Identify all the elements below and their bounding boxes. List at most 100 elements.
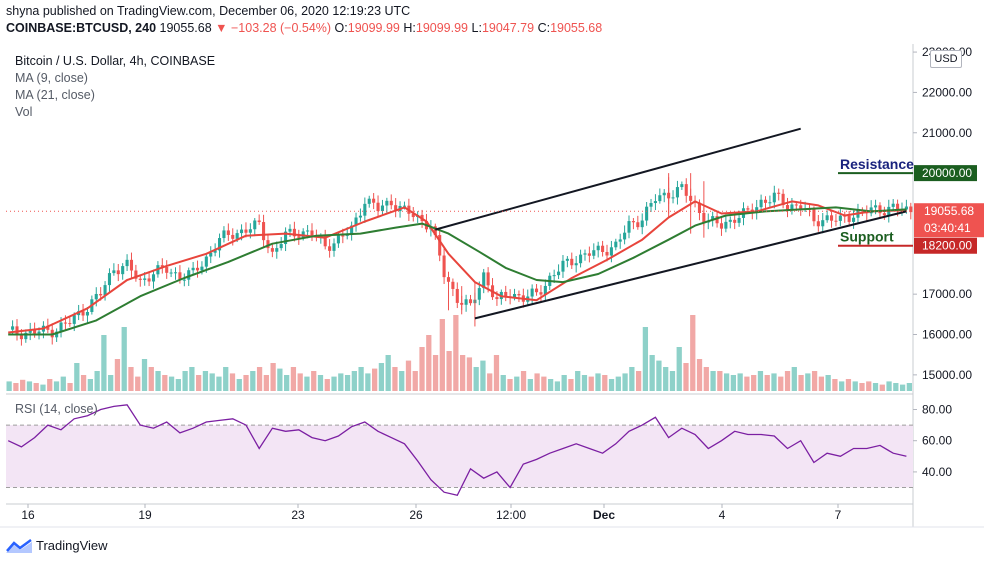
lower-channel-line bbox=[474, 210, 907, 320]
close-label: C: bbox=[537, 21, 551, 35]
support-label: Support bbox=[840, 229, 894, 245]
brand-name: TradingView bbox=[36, 538, 108, 553]
candle-body bbox=[279, 244, 283, 249]
candle-body bbox=[288, 228, 292, 232]
candle-body bbox=[821, 220, 825, 227]
volume-bar bbox=[608, 379, 615, 391]
candle-body bbox=[583, 253, 587, 255]
candle-body bbox=[455, 288, 459, 303]
legend-ma9: MA (9, close) bbox=[15, 71, 88, 85]
volume-bar bbox=[141, 359, 148, 391]
time-tick-label: 4 bbox=[719, 508, 726, 522]
price-tick-label: 15000.00 bbox=[922, 368, 972, 382]
volume-bar bbox=[879, 384, 885, 391]
candle-body bbox=[565, 258, 569, 261]
candle-body bbox=[869, 207, 873, 214]
volume-bar bbox=[13, 383, 19, 391]
candle-body bbox=[411, 213, 415, 218]
last-price-badge bbox=[914, 203, 984, 238]
candle-body bbox=[882, 213, 886, 216]
candle-body bbox=[609, 247, 613, 256]
candle-body bbox=[834, 220, 838, 222]
last-price: 19055.68 bbox=[159, 21, 212, 35]
support-price-badge bbox=[914, 237, 977, 254]
published-line: shyna published on TradingView.com, Dece… bbox=[6, 4, 411, 18]
candle-body bbox=[354, 217, 358, 226]
volume-bar bbox=[784, 371, 791, 391]
volume-bar bbox=[331, 376, 337, 391]
volume-bar bbox=[297, 373, 303, 391]
volume-bar bbox=[493, 355, 500, 391]
candle-body bbox=[336, 235, 340, 244]
candle-body bbox=[138, 278, 142, 280]
candle-body bbox=[218, 238, 222, 251]
volume-bar bbox=[426, 335, 432, 391]
candle-body bbox=[231, 234, 235, 239]
candle-body bbox=[587, 253, 591, 256]
volume-bar bbox=[839, 381, 845, 391]
high-label: H: bbox=[403, 21, 416, 35]
volume-bar bbox=[33, 383, 39, 391]
volume-bar bbox=[575, 371, 581, 391]
volume-bar bbox=[53, 381, 60, 391]
candle-body bbox=[165, 266, 169, 273]
volume-bar bbox=[114, 359, 121, 391]
candle-body bbox=[623, 232, 627, 240]
candle-body bbox=[380, 205, 384, 212]
volume-bar bbox=[223, 367, 229, 391]
volume-bar bbox=[351, 371, 357, 391]
volume-bar bbox=[378, 363, 385, 391]
candle-body bbox=[204, 256, 208, 267]
volume-bar bbox=[270, 363, 276, 391]
candle-body bbox=[310, 230, 314, 236]
volume-bar bbox=[656, 360, 662, 391]
volume-bar bbox=[730, 375, 737, 391]
price-change: ▼ −103.28 (−0.54%) bbox=[215, 21, 332, 35]
candle-body bbox=[394, 205, 398, 212]
candle-body bbox=[517, 294, 521, 296]
last-price-label: 19055.68 bbox=[924, 204, 974, 218]
currency-button[interactable]: USD bbox=[930, 50, 962, 68]
candle-body bbox=[504, 291, 508, 297]
volume-group bbox=[6, 315, 912, 391]
volume-bar bbox=[236, 379, 242, 391]
candle-body bbox=[777, 192, 781, 194]
candle-body bbox=[372, 198, 376, 203]
symbol: COINBASE:BTCUSD, 240 bbox=[6, 21, 157, 35]
candle-body bbox=[389, 200, 393, 206]
candle-body bbox=[486, 272, 490, 286]
candle-body bbox=[143, 278, 147, 280]
candle-body bbox=[376, 202, 380, 212]
tradingview-logo-icon bbox=[6, 538, 32, 553]
candle-body bbox=[680, 184, 684, 188]
candle-body bbox=[266, 240, 270, 249]
volume-bar bbox=[358, 367, 364, 391]
candle-body bbox=[592, 250, 596, 256]
volume-bar bbox=[399, 371, 405, 391]
volume-bar bbox=[520, 371, 527, 391]
candle-body bbox=[468, 299, 473, 304]
candle-body bbox=[226, 230, 230, 235]
volume-bar bbox=[744, 376, 750, 391]
open-label: O: bbox=[334, 21, 348, 35]
volume-bar bbox=[284, 375, 290, 391]
volume-bar bbox=[108, 375, 114, 391]
candle-body bbox=[891, 203, 895, 207]
volume-bar bbox=[825, 375, 831, 391]
volume-bar bbox=[886, 381, 892, 391]
volume-bar bbox=[480, 360, 486, 391]
candle-body bbox=[191, 267, 195, 271]
volume-bar bbox=[568, 379, 574, 391]
legend-vol: Vol bbox=[15, 105, 33, 119]
candle-body bbox=[270, 248, 274, 252]
candle-body bbox=[134, 270, 138, 279]
candle-body bbox=[790, 204, 794, 210]
candle-body bbox=[195, 267, 200, 271]
chart-title: Bitcoin / U.S. Dollar, 4h, COINBASE bbox=[15, 54, 216, 68]
low-label: L: bbox=[471, 21, 482, 35]
ohlc-line: COINBASE:BTCUSD, 240 19055.68 ▼ −103.28 … bbox=[6, 21, 602, 35]
candle-body bbox=[248, 229, 252, 233]
volume-bar bbox=[906, 383, 912, 391]
candle-body bbox=[816, 221, 820, 227]
